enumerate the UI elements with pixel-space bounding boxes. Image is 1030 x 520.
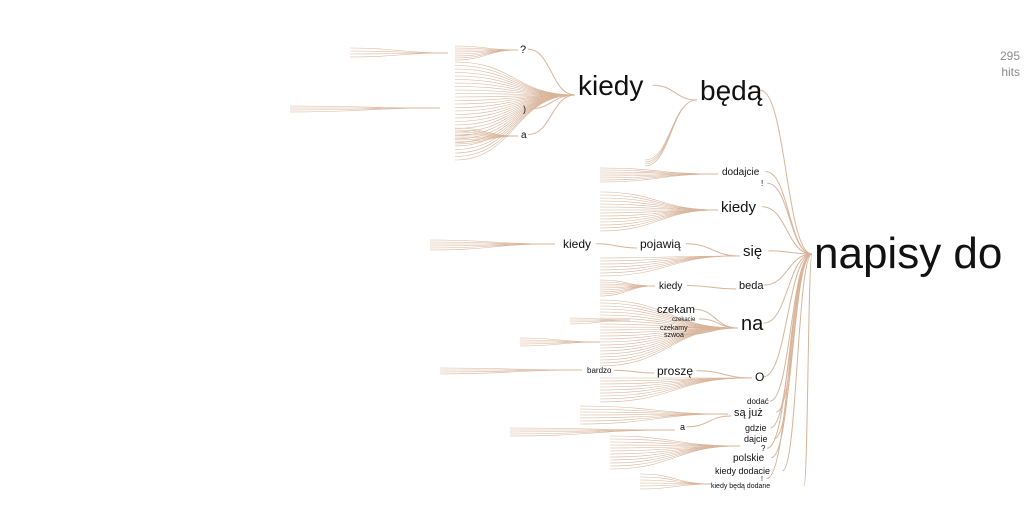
fan-kiedy-upper-28: [454, 94, 576, 161]
edge-kiedy-left: [596, 243, 638, 249]
branch-pojawia[interactable]: pojawią: [640, 237, 681, 251]
edge-dodajcie: [765, 171, 813, 255]
fan-na-22: [599, 327, 739, 367]
fan-sa-juz-2: [579, 411, 729, 415]
branch-excl-lower[interactable]: !: [761, 476, 763, 483]
branch-na[interactable]: na: [741, 313, 764, 335]
fan-na-far-4: [519, 341, 601, 347]
branch-q-lower[interactable]: ?: [761, 444, 766, 453]
edge-beda: [763, 253, 813, 286]
edge-sie: [768, 250, 813, 255]
hit-label: hits: [1001, 65, 1020, 79]
edge-dodac: [769, 253, 813, 402]
fan-bottom-5: [639, 483, 713, 490]
fan-sie-6: [599, 255, 738, 277]
fan-dodajcie-7: [599, 173, 719, 183]
edge-question-upper: [527, 48, 576, 96]
fan-beda-0: [644, 99, 698, 161]
hit-count: 295: [999, 49, 1020, 63]
edge-polskie: [771, 253, 813, 458]
branch-sie[interactable]: się: [743, 243, 762, 260]
branch-beda-diac[interactable]: będą: [700, 75, 763, 106]
hit-counter: 295 hits: [1000, 48, 1020, 80]
branch-a-upper[interactable]: a: [521, 130, 527, 141]
edge-excl-lower: [766, 253, 813, 480]
branch-beda[interactable]: beda: [739, 280, 764, 292]
branch-a-lower[interactable]: a: [680, 422, 685, 432]
fan-kiedy-mid-13: [599, 209, 719, 232]
branch-o[interactable]: O: [755, 370, 764, 384]
edge-kiedy-upper: [652, 84, 698, 101]
edge-exclaim: [767, 182, 813, 255]
branch-czekacie[interactable]: czekacie: [672, 317, 696, 323]
branch-czekam[interactable]: czekam: [657, 304, 695, 316]
fan-lower-10: [609, 445, 741, 467]
fan-lower-11: [609, 445, 741, 470]
branch-dajcie[interactable]: dajcie: [744, 434, 768, 444]
branch-kiedy-upper[interactable]: kiedy: [578, 70, 643, 101]
branch-exclaim[interactable]: !: [761, 179, 763, 188]
fan-a-lower-4: [509, 429, 676, 437]
fan-beda-3: [644, 99, 698, 167]
edge-kiedy-small: [686, 285, 737, 290]
fan-q-far-1: [349, 50, 449, 54]
edge-kiedy-dodacie: [782, 253, 813, 472]
fan-beda-1: [644, 99, 698, 163]
fan-kiedy-small-8: [599, 285, 656, 297]
branch-sa-juz[interactable]: są już: [734, 407, 763, 419]
branch-czekamy[interactable]: czekamy: [660, 325, 688, 332]
fan-kiedy-mid-11: [599, 209, 719, 226]
tree-leaf-fans: [289, 45, 751, 490]
root-phrase[interactable]: napisy do: [814, 229, 1002, 278]
edge-beda-diac: [760, 89, 813, 255]
branch-polskie[interactable]: polskie: [733, 453, 765, 464]
branch-kiedy-small[interactable]: kiedy: [659, 281, 682, 292]
branch-szwoa[interactable]: szwoa: [664, 332, 684, 339]
edge-o: [763, 253, 813, 378]
edge-kiedy-mid: [761, 206, 813, 255]
branch-kiedy-beda-dodane[interactable]: kiedy będą dodane: [711, 483, 770, 490]
fan-sa-juz-6: [579, 413, 729, 425]
edge-a-lower: [686, 415, 732, 428]
fan-kiedy-upper-4: [454, 75, 576, 96]
branch-prosze[interactable]: proszę: [657, 364, 693, 378]
fan-kiedy-upper-23: [454, 94, 576, 143]
branch-bardzo[interactable]: bardzo: [587, 366, 612, 375]
branch-kiedy-dodacie[interactable]: kiedy dodacie: [715, 466, 770, 476]
fan-kiedy-left-5: [429, 243, 556, 251]
fan-q-7: [454, 49, 519, 61]
edge-kiedy-beda-dodane: [803, 253, 813, 487]
fan-o-8: [599, 377, 751, 403]
branch-paren-upper[interactable]: ): [523, 104, 526, 114]
branch-kiedy-left[interactable]: kiedy: [563, 237, 591, 251]
fan-kiedy-mid-1: [599, 194, 719, 211]
tree-edges: [527, 48, 813, 487]
edge-prosze: [696, 370, 753, 379]
fan-q-far-3: [349, 52, 449, 58]
branch-question-upper[interactable]: ?: [520, 44, 526, 56]
edge-a-upper: [528, 94, 576, 135]
branch-dodac[interactable]: dodać: [747, 397, 769, 406]
fan-lower-0: [609, 435, 741, 447]
fan-czekacie-3: [569, 319, 631, 325]
fan-bottom-0: [639, 473, 713, 485]
tree-labels: napisy do będą kiedy? a) dodajcie! kiedy się p…: [520, 44, 1002, 490]
branch-kiedy-mid[interactable]: kiedy: [721, 199, 757, 216]
branch-gdzie[interactable]: gdzie: [745, 423, 767, 433]
fan-kiedy-upper-3: [454, 72, 576, 96]
fan-beda-2: [644, 99, 698, 165]
edge-bardzo: [613, 369, 655, 374]
fan-kiedy-upper-6: [454, 82, 576, 96]
edge-pojawia: [685, 243, 741, 257]
edge-na: [763, 253, 813, 324]
fan-bardzo-3: [439, 369, 583, 375]
branch-dodajcie[interactable]: dodajcie: [722, 167, 760, 178]
fan-far-left-3: [289, 107, 441, 113]
fan-a-upper-8: [454, 135, 519, 145]
fan-o-5: [599, 377, 751, 394]
